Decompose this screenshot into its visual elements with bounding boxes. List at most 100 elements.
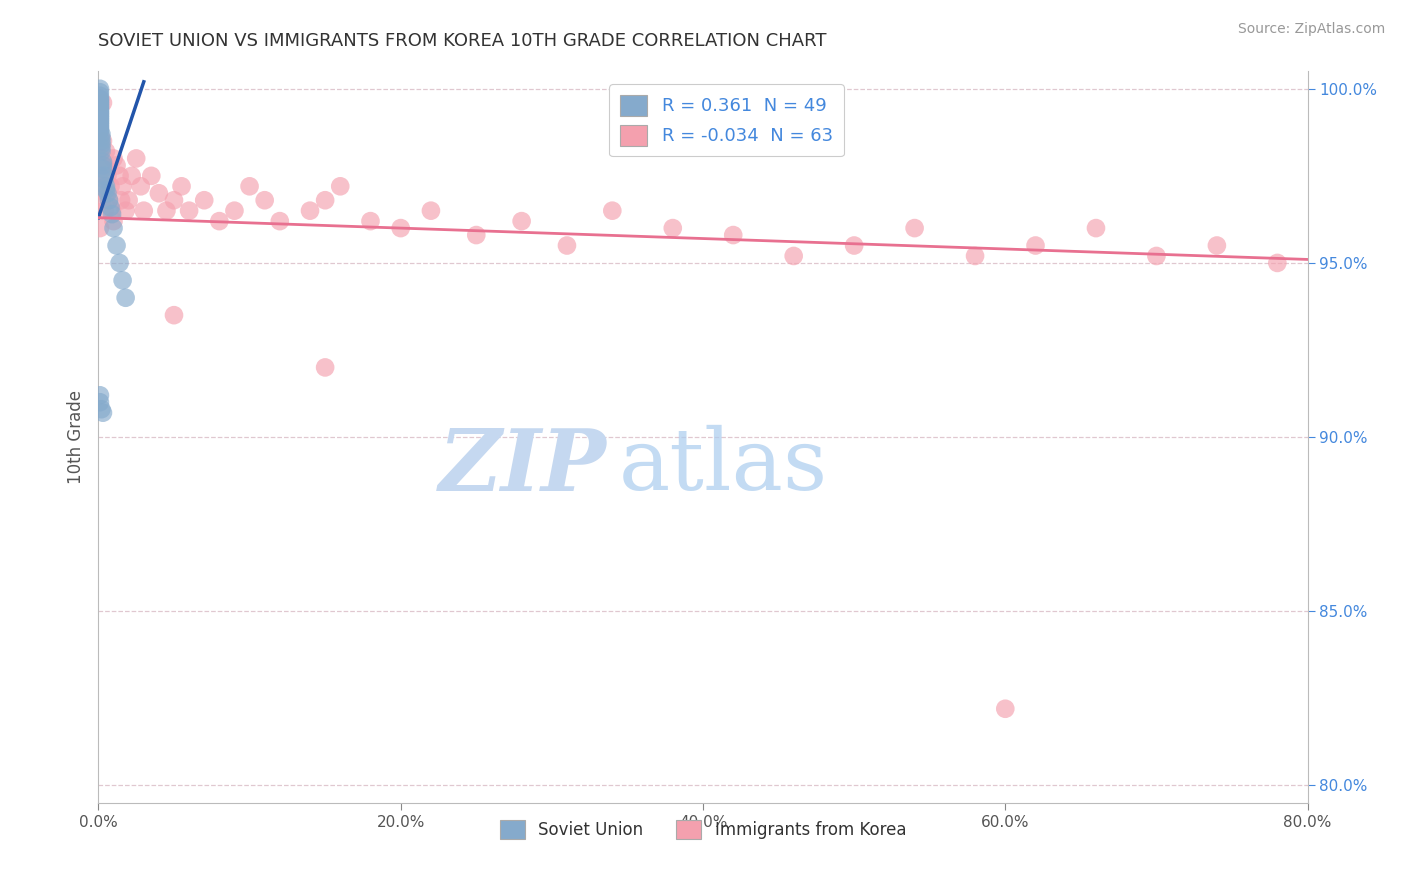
Point xyxy=(269,214,291,228)
Point xyxy=(94,179,117,194)
Point xyxy=(105,158,128,172)
Point xyxy=(1206,238,1229,252)
Point xyxy=(89,103,111,117)
Legend: Soviet Union, Immigrants from Korea: Soviet Union, Immigrants from Korea xyxy=(494,814,912,846)
Point xyxy=(314,193,336,207)
Point xyxy=(783,249,806,263)
Point xyxy=(93,203,115,218)
Point xyxy=(360,214,382,228)
Point xyxy=(89,221,111,235)
Point xyxy=(98,193,121,207)
Point xyxy=(110,193,132,207)
Point xyxy=(389,221,412,235)
Point xyxy=(94,186,117,201)
Point xyxy=(420,203,443,218)
Point xyxy=(555,238,578,252)
Point xyxy=(89,120,111,134)
Point xyxy=(90,145,112,159)
Y-axis label: 10th Grade: 10th Grade xyxy=(66,390,84,484)
Point xyxy=(299,203,322,218)
Point xyxy=(208,214,231,228)
Point xyxy=(96,169,118,183)
Point xyxy=(89,99,111,113)
Point xyxy=(96,186,118,201)
Point xyxy=(90,137,112,152)
Point xyxy=(121,169,143,183)
Point xyxy=(163,308,186,322)
Point xyxy=(239,179,262,194)
Point xyxy=(602,203,624,218)
Point xyxy=(89,106,111,120)
Point xyxy=(111,179,134,194)
Point xyxy=(93,169,115,183)
Point xyxy=(114,203,136,218)
Point xyxy=(155,203,177,218)
Point xyxy=(89,92,111,106)
Point xyxy=(844,238,866,252)
Point xyxy=(114,291,136,305)
Point xyxy=(91,134,114,148)
Point xyxy=(224,203,246,218)
Point xyxy=(105,238,128,252)
Point xyxy=(89,117,111,131)
Point xyxy=(89,123,111,137)
Point xyxy=(89,88,111,103)
Point xyxy=(91,179,114,194)
Point xyxy=(89,113,111,128)
Text: SOVIET UNION VS IMMIGRANTS FROM KOREA 10TH GRADE CORRELATION CHART: SOVIET UNION VS IMMIGRANTS FROM KOREA 10… xyxy=(98,32,827,50)
Point xyxy=(89,106,111,120)
Point xyxy=(723,228,745,243)
Point xyxy=(90,141,112,155)
Point xyxy=(89,110,111,124)
Point xyxy=(89,95,111,110)
Point xyxy=(90,193,112,207)
Point xyxy=(89,103,111,117)
Point xyxy=(179,203,201,218)
Point xyxy=(89,99,111,113)
Text: Source: ZipAtlas.com: Source: ZipAtlas.com xyxy=(1237,22,1385,37)
Point xyxy=(1267,256,1289,270)
Point xyxy=(101,203,124,218)
Text: ZIP: ZIP xyxy=(439,425,606,508)
Point xyxy=(90,152,112,166)
Point xyxy=(91,161,114,176)
Point xyxy=(163,193,186,207)
Point xyxy=(89,82,111,96)
Point xyxy=(93,172,115,186)
Point xyxy=(89,120,111,134)
Point xyxy=(1085,221,1108,235)
Point xyxy=(314,360,336,375)
Point xyxy=(90,402,112,417)
Point xyxy=(118,193,141,207)
Point xyxy=(89,92,111,106)
Point xyxy=(253,193,276,207)
Point xyxy=(89,95,111,110)
Point xyxy=(129,179,152,194)
Point xyxy=(91,406,114,420)
Point xyxy=(510,214,533,228)
Point xyxy=(94,145,117,159)
Point xyxy=(108,169,131,183)
Point xyxy=(465,228,488,243)
Point xyxy=(994,702,1017,716)
Point xyxy=(108,256,131,270)
Point xyxy=(89,85,111,99)
Point xyxy=(103,221,125,235)
Point xyxy=(132,203,155,218)
Point xyxy=(100,200,122,214)
Point xyxy=(94,183,117,197)
Point xyxy=(89,117,111,131)
Point xyxy=(1024,238,1046,252)
Point xyxy=(125,152,148,166)
Point xyxy=(93,158,115,172)
Point xyxy=(100,179,122,194)
Point xyxy=(89,169,111,183)
Point xyxy=(90,127,112,141)
Text: atlas: atlas xyxy=(619,425,828,508)
Point xyxy=(91,95,114,110)
Point xyxy=(148,186,170,201)
Point xyxy=(90,130,112,145)
Point xyxy=(103,152,125,166)
Point xyxy=(141,169,163,183)
Point xyxy=(91,155,114,169)
